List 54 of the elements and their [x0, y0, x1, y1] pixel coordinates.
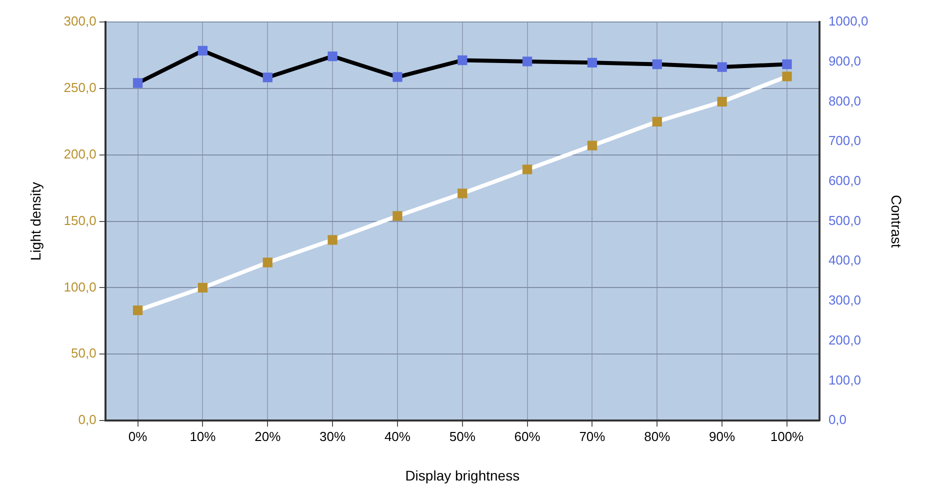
point: [132, 305, 143, 316]
point: [522, 56, 532, 66]
point: [132, 78, 143, 88]
y2-tick-label: 1000,0: [828, 14, 868, 29]
point: [717, 96, 727, 107]
y2-tick-label: 400,0: [828, 252, 861, 268]
point: [717, 62, 727, 72]
point: [587, 140, 598, 150]
y2-axis-title: Contrast: [888, 194, 905, 248]
y2-tick-label: 0,0: [828, 412, 847, 428]
y2-tick-label: 500,0: [828, 212, 861, 228]
point: [782, 59, 792, 70]
point: [262, 258, 272, 268]
point: [587, 58, 598, 68]
y-tick-label: 0,0: [78, 412, 96, 428]
point: [392, 72, 402, 82]
x-tick-label: 80%: [644, 428, 671, 444]
x-tick-label: 70%: [579, 428, 606, 444]
y-tick-label: 150,0: [64, 212, 96, 228]
x-tick-label: 90%: [709, 428, 736, 444]
y2-tick-label: 200,0: [828, 332, 861, 348]
x-axis-title: Display brightness: [405, 467, 520, 484]
y-tick-label: 100,0: [64, 279, 96, 294]
point: [262, 72, 272, 82]
y-tick-label: 200,0: [64, 146, 96, 162]
point: [782, 72, 792, 82]
point: [328, 51, 338, 62]
y-tick-label: 300,0: [64, 14, 96, 29]
y2-tick-label: 300,0: [828, 292, 861, 308]
x-tick-label: 0%: [128, 428, 148, 444]
point: [458, 55, 468, 66]
x-tick-label: 10%: [190, 428, 216, 444]
y-tick-label: 250,0: [64, 80, 96, 96]
y-tick-label: 50,0: [71, 346, 96, 361]
point: [328, 235, 338, 245]
point: [392, 211, 402, 221]
x-tick-label: 40%: [384, 428, 411, 444]
x-tick-label: 100%: [770, 428, 804, 444]
x-tick-label: 30%: [320, 428, 346, 444]
point: [458, 188, 468, 198]
point: [652, 116, 662, 126]
point: [652, 59, 662, 70]
y2-tick-label: 900,0: [828, 53, 861, 68]
y2-tick-label: 100,0: [828, 372, 861, 388]
y2-tick-label: 700,0: [828, 133, 861, 148]
point: [198, 46, 208, 56]
x-tick-label: 60%: [514, 428, 541, 444]
point: [522, 164, 532, 174]
point: [198, 282, 208, 293]
x-tick-label: 50%: [449, 428, 476, 444]
y2-tick-label: 800,0: [828, 93, 861, 108]
x-tick-label: 20%: [254, 428, 282, 444]
y-axis-title: Light density: [27, 182, 44, 261]
y2-tick-label: 600,0: [828, 173, 861, 188]
